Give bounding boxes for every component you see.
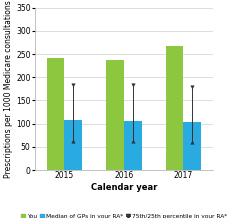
Bar	[47, 58, 64, 170]
Y-axis label: Prescriptions per 1000 Medicare consultations: Prescriptions per 1000 Medicare consulta…	[4, 0, 13, 178]
Bar	[183, 122, 201, 170]
Bar	[64, 120, 82, 170]
X-axis label: Calendar year: Calendar year	[91, 183, 157, 192]
Legend: You, Median of GPs in your RA*, 75th/25th percentile in your RA*: You, Median of GPs in your RA*, 75th/25t…	[21, 214, 227, 218]
Bar	[106, 60, 124, 170]
Bar	[166, 46, 183, 170]
Bar	[124, 121, 142, 170]
